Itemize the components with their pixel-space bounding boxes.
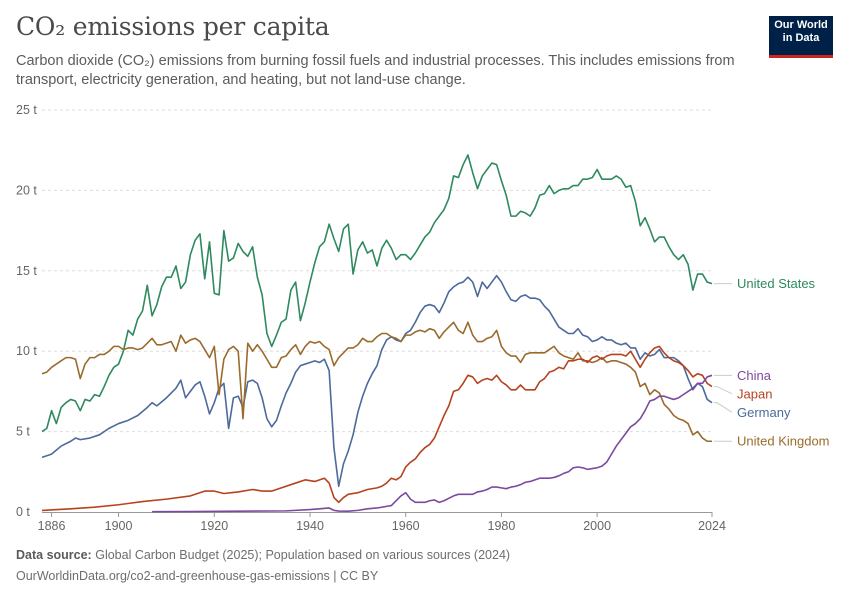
series-line-united-states bbox=[41, 154, 713, 433]
y-tick-label: 25 t bbox=[16, 103, 37, 117]
source-url-line: OurWorldinData.org/co2-and-greenhouse-ga… bbox=[16, 569, 378, 583]
x-tick-label: 2024 bbox=[698, 519, 726, 533]
series-line-germany bbox=[41, 274, 713, 488]
series-line-japan bbox=[41, 345, 713, 512]
line-chart[interactable]: 0 t 5 t 10 t 15 t 20 t 25 t 1886 1900 1920 1940 19… bbox=[0, 0, 850, 540]
y-tick-label: 10 t bbox=[16, 344, 37, 358]
source-url-link[interactable]: OurWorldinData.org/co2-and-greenhouse-ga… bbox=[16, 569, 330, 583]
chart-title: CO₂ emissions per capita bbox=[16, 12, 330, 41]
chart-subtitle: Carbon dioxide (CO₂) emissions from burn… bbox=[16, 53, 735, 88]
x-tick-label: 1900 bbox=[105, 519, 133, 533]
x-tick-label: 1920 bbox=[200, 519, 228, 533]
data-source-label: Data source: bbox=[16, 548, 92, 562]
series-label-connector bbox=[714, 402, 733, 413]
owid-logo[interactable]: Our World in Data bbox=[769, 16, 833, 58]
license-link[interactable]: CC BY bbox=[340, 569, 379, 583]
series-label-united-states: United States bbox=[737, 276, 816, 291]
data-source: Data source: Global Carbon Budget (2025)… bbox=[16, 548, 510, 562]
x-tick-label: 1886 bbox=[38, 519, 66, 533]
y-tick-label: 20 t bbox=[16, 183, 37, 197]
series-line-china bbox=[152, 374, 713, 513]
logo-line-1: Our World bbox=[774, 19, 828, 31]
series-label-japan: Japan bbox=[737, 386, 772, 401]
license-separator: | bbox=[329, 569, 341, 583]
series-label-china: China bbox=[737, 368, 772, 383]
y-tick-label: 0 t bbox=[16, 505, 30, 519]
y-tick-label: 5 t bbox=[16, 425, 30, 439]
x-tick-label: 2000 bbox=[583, 519, 611, 533]
series-label-connector bbox=[714, 386, 733, 395]
data-source-text: Global Carbon Budget (2025); Population … bbox=[95, 548, 511, 562]
x-tick-label: 1940 bbox=[296, 519, 324, 533]
y-tick-label: 15 t bbox=[16, 264, 37, 278]
x-tick-label: 1960 bbox=[392, 519, 420, 533]
series-label-germany: Germany bbox=[737, 405, 791, 420]
x-tick-label: 1980 bbox=[488, 519, 516, 533]
series-label-united-kingdom: United Kingdom bbox=[737, 434, 830, 449]
logo-line-2: in Data bbox=[782, 31, 820, 44]
